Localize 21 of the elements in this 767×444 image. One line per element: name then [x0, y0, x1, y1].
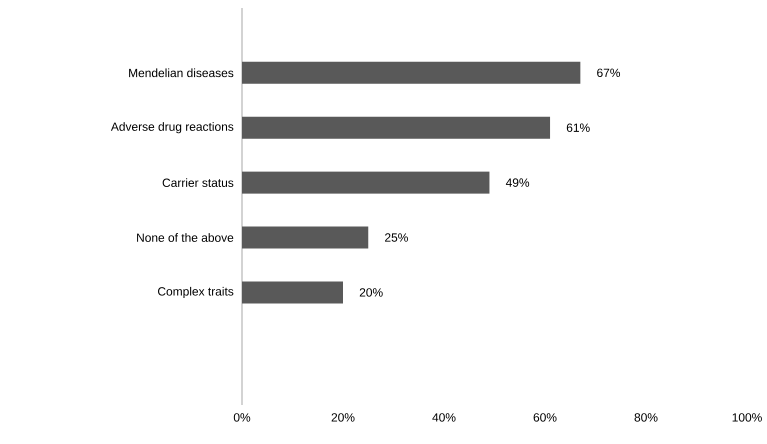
y-tick-label: Complex traits: [158, 286, 234, 298]
y-tick-label: None of the above: [137, 233, 234, 242]
y-tick-label: Mendelian diseases: [129, 68, 234, 78]
data-label: 20%: [360, 288, 383, 297]
y-tick-label: Carrier status: [162, 178, 234, 187]
x-tick-label: 60%: [534, 413, 557, 422]
x-tick-label: 20%: [332, 413, 355, 422]
y-tick-label: Adverse drug reactions: [110, 122, 234, 134]
bar: [242, 62, 580, 84]
x-tick-label: 40%: [432, 413, 456, 422]
data-label: 67%: [597, 68, 620, 78]
x-tick-label: 100%: [732, 413, 762, 422]
bar: [242, 226, 368, 249]
bar: [242, 281, 344, 304]
data-label: 61%: [566, 123, 590, 132]
data-label: 49%: [506, 178, 530, 187]
x-tick-label: 0%: [234, 413, 250, 422]
bar: [242, 116, 550, 139]
bar: [242, 172, 490, 194]
data-label: 25%: [385, 233, 408, 242]
x-tick-label: 80%: [634, 413, 658, 422]
